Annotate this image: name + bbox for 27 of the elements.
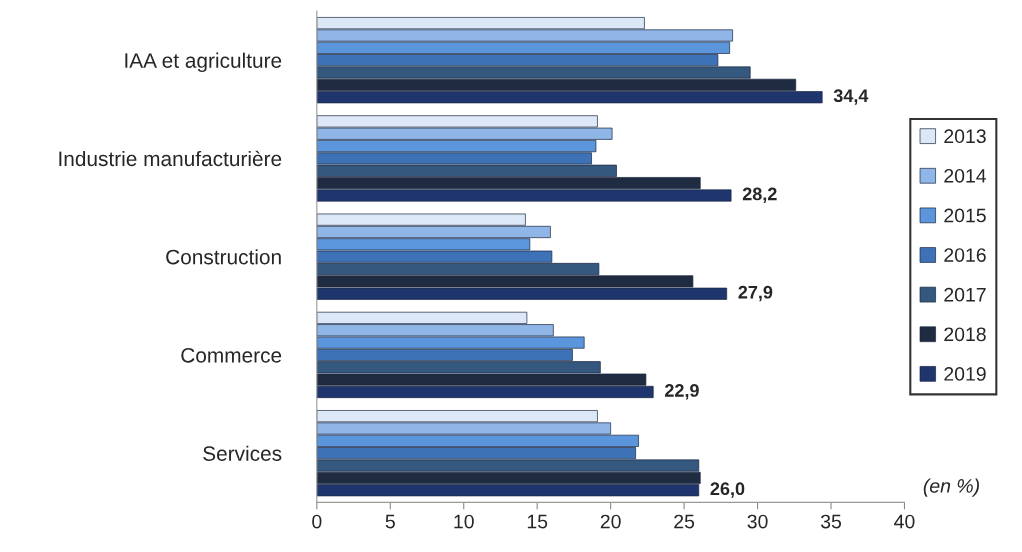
text: (en %): [923, 478, 979, 497]
x-tick-label: 0: [312, 514, 322, 529]
x-tick-label: 25: [674, 514, 695, 529]
x-tick-label: 5: [385, 514, 395, 529]
x-tick-label: 40: [894, 514, 915, 529]
data-label: 22,9: [664, 384, 699, 400]
x-tick-label: 35: [820, 514, 842, 529]
data-label: 34,4: [833, 89, 869, 105]
x-tick-label: 30: [747, 514, 768, 529]
data-label: 28,2: [742, 187, 777, 203]
x-tick-label: 10: [454, 514, 474, 529]
y-tick-label: Construction: [166, 249, 281, 265]
legend-label: 2014: [944, 168, 987, 183]
y-tick-label: Industrie manufacturière: [59, 150, 282, 167]
legend-label: 2013: [944, 129, 986, 144]
y-tick-label: IAA et agriculture: [125, 52, 282, 73]
legend-label: 2018: [944, 327, 986, 342]
legend-label: 2019: [944, 367, 986, 381]
legend-label: 2015: [944, 208, 986, 223]
data-label: 27,9: [738, 285, 773, 302]
legend-label: 2017: [944, 287, 986, 302]
x-tick-label: 20: [600, 514, 621, 529]
y-tick-label: Services: [203, 445, 282, 461]
x-tick-label: 15: [527, 514, 548, 529]
y-tick-label: Commerce: [181, 347, 282, 363]
data-label: 26,0: [710, 482, 745, 498]
legend-label: 2016: [944, 248, 986, 262]
